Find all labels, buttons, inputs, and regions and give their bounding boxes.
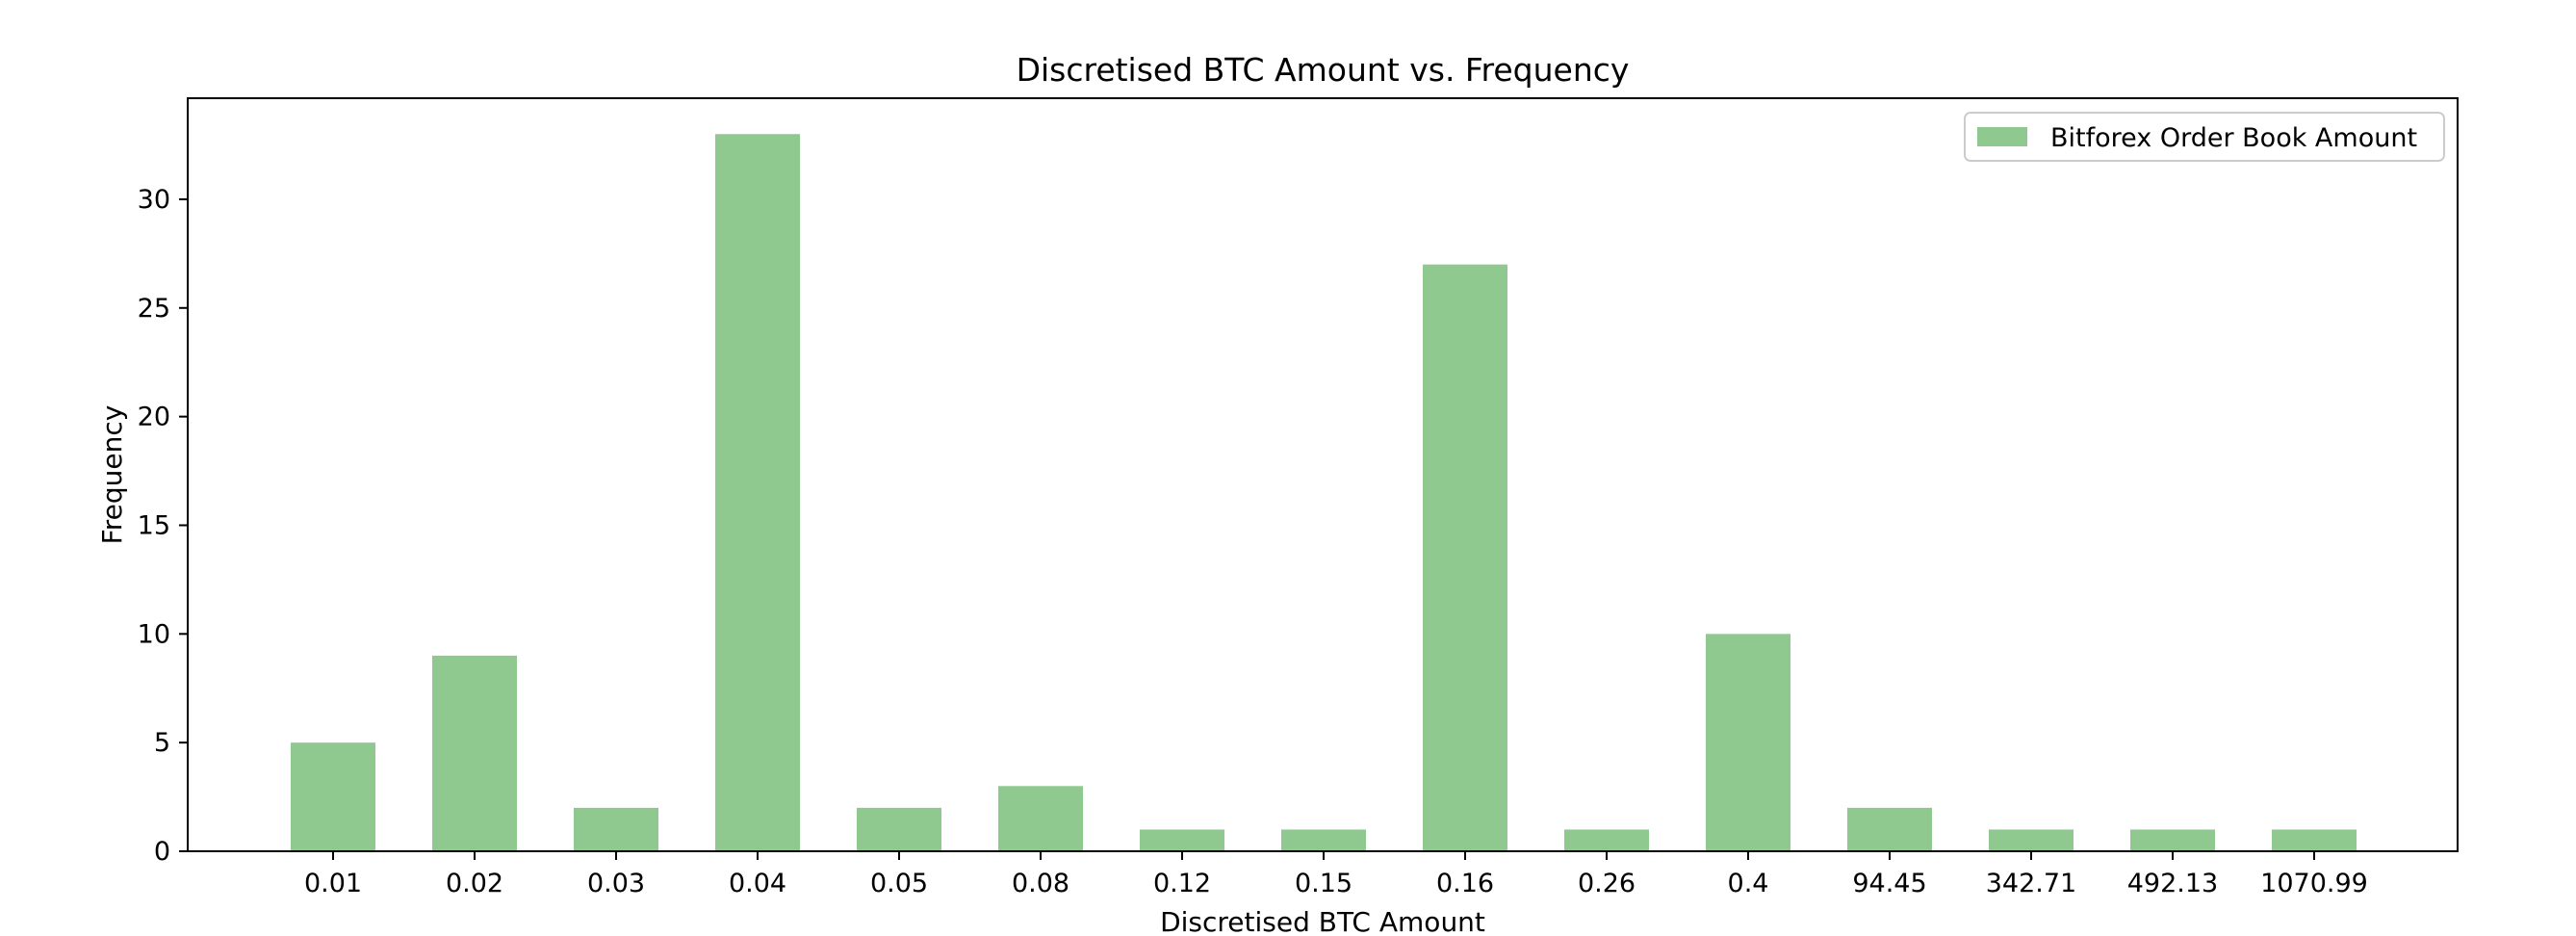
y-tick-label: 15 (138, 510, 170, 540)
x-tick-label: 492.13 (2127, 869, 2218, 898)
x-tick-label: 342.71 (1986, 869, 2076, 898)
bar-0.12 (1140, 829, 1224, 851)
chart-title: Discretised BTC Amount vs. Frequency (1017, 51, 1630, 89)
bar-0.15 (1281, 829, 1366, 851)
bar-0.16 (1423, 264, 1507, 851)
y-axis: 0 5 10 15 20 25 30 (138, 185, 188, 867)
legend-box (1964, 112, 2445, 162)
y-tick-label: 5 (154, 728, 170, 758)
x-tick-label: 0.16 (1436, 869, 1494, 898)
bar-94.45 (1847, 807, 1932, 851)
bar-1070.99 (2272, 829, 2357, 851)
bar-0.01 (291, 742, 375, 851)
plot-frame (187, 97, 2459, 852)
x-tick-label: 0.02 (446, 869, 503, 898)
bar-0.03 (574, 807, 658, 851)
bars-layer (291, 134, 2357, 851)
bar-0.26 (1564, 829, 1649, 851)
x-tick-label: 0.26 (1578, 869, 1636, 898)
bar-0.05 (857, 807, 941, 851)
x-tick-label: 0.08 (1012, 869, 1069, 898)
bar-0.04 (715, 134, 800, 851)
y-tick-label: 10 (138, 619, 170, 649)
bar-0.4 (1706, 634, 1790, 851)
x-axis-label: Discretised BTC Amount (1160, 906, 1485, 936)
y-tick-label: 20 (138, 403, 170, 432)
x-tick-label: 0.15 (1295, 869, 1352, 898)
y-tick-label: 30 (138, 185, 170, 215)
plot-area (187, 97, 2459, 852)
x-tick-label: 0.4 (1728, 869, 1769, 898)
y-tick-label: 0 (154, 837, 170, 867)
legend-swatch (1977, 127, 2027, 146)
x-tick-label: 0.12 (1153, 869, 1211, 898)
bar-492.13 (2130, 829, 2215, 851)
x-tick-label: 0.05 (870, 869, 928, 898)
legend: Bitforex Order Book Amount (1964, 112, 2445, 162)
y-tick-label: 25 (138, 294, 170, 324)
bar-342.71 (1989, 829, 2074, 851)
y-axis-label: Frequency (96, 405, 128, 545)
x-tick-label: 0.03 (587, 869, 645, 898)
legend-label: Bitforex Order Book Amount (2050, 123, 2417, 153)
bar-0.08 (998, 786, 1083, 851)
x-tick-label: 0.04 (729, 869, 786, 898)
x-tick-label: 94.45 (1852, 869, 1926, 898)
bar-0.02 (432, 655, 517, 851)
x-tick-label: 1070.99 (2260, 869, 2368, 898)
x-tick-label: 0.01 (304, 869, 362, 898)
x-axis: 0.01 0.02 0.03 0.04 0.05 0.08 0.12 0.15 0.16 0.26… (304, 851, 2368, 898)
